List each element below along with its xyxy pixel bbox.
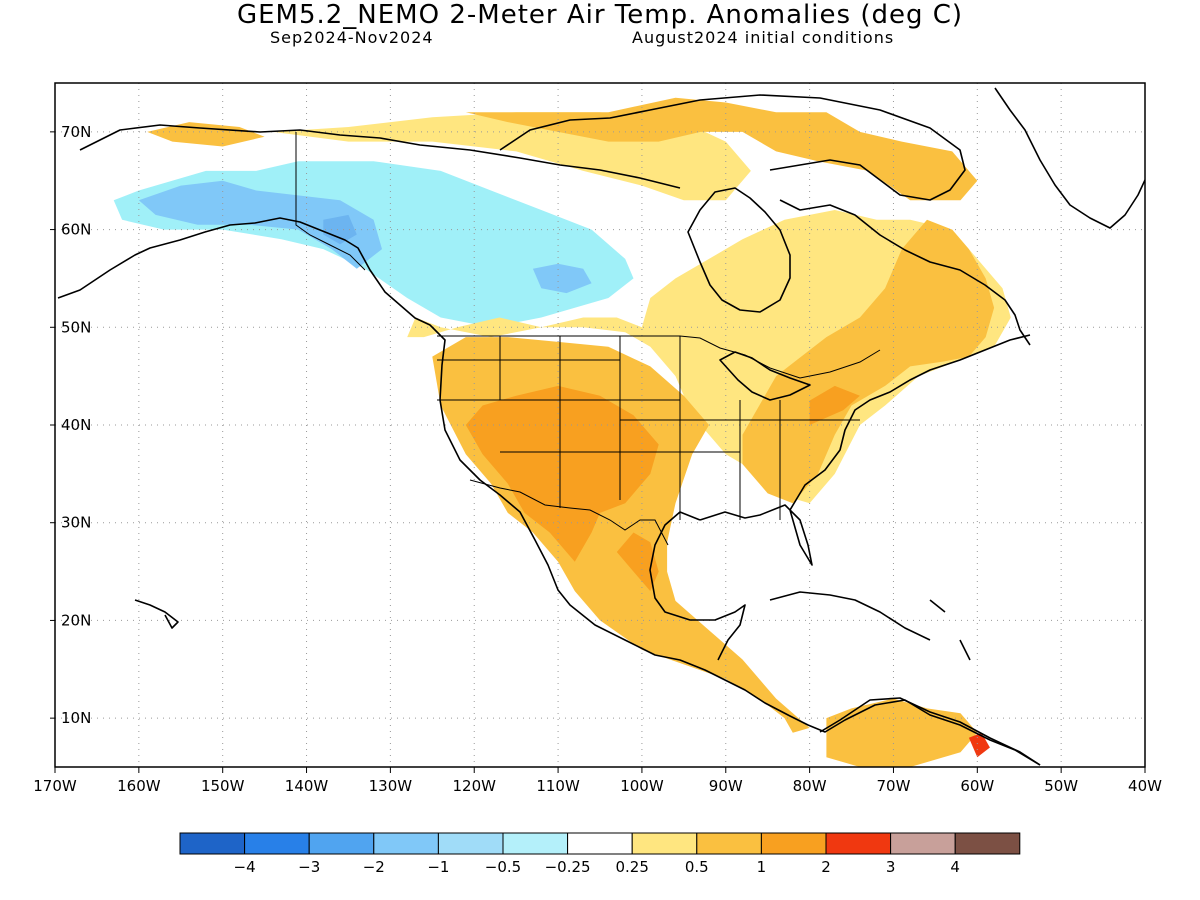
map-title: GEM5.2_NEMO 2-Meter Air Temp. Anomalies …	[236, 0, 964, 30]
us-state-lines	[437, 336, 860, 520]
coastlines-and-borders	[57, 87, 1145, 766]
anomaly-region-pos_0_25-4	[407, 210, 1011, 504]
colorbar-swatch-2	[308, 832, 375, 855]
anomaly-region-neg_1-1	[138, 180, 382, 269]
anomaly-region-neg_1-2	[532, 263, 592, 294]
lat-label-60N: 60N	[61, 221, 91, 239]
anomaly-shading	[113, 97, 1011, 767]
border-us-mexico	[469, 479, 669, 546]
colorbar-swatch-1	[244, 832, 310, 855]
coastline-arctic	[79, 124, 681, 189]
lon-label-100W: 100W	[620, 777, 664, 795]
anomaly-region-pos_0_5-8	[465, 97, 978, 201]
colorbar-swatch-8	[696, 832, 762, 855]
forecast-period: Sep2024-Nov2024	[270, 28, 434, 47]
lon-label-170W: 170W	[33, 777, 77, 795]
axis-ticks: 170W 160W 150W 140W 130W 120W 110W 100W 90W 80W 70…	[33, 123, 1162, 795]
anomaly-region-neg_2-3	[323, 214, 357, 245]
lon-label-40W: 40W	[1128, 777, 1162, 795]
colorbar-label-5: −0.25	[545, 858, 591, 876]
lon-label-130W: 130W	[369, 777, 413, 795]
colorbar-label-2: −2	[363, 858, 385, 876]
lon-label-160W: 160W	[117, 777, 161, 795]
colorbar-swatch-6	[567, 832, 633, 855]
coastline-greenland	[994, 87, 1145, 229]
lat-label-50N: 50N	[61, 318, 91, 336]
colorbar-label-7: 0.5	[685, 858, 709, 876]
anomaly-region-pos_2-13	[968, 732, 990, 758]
colorbar-label-1: −3	[298, 858, 320, 876]
colorbar-swatch-4	[437, 832, 504, 855]
lat-label-70N: 70N	[61, 123, 91, 141]
lon-label-110W: 110W	[536, 777, 580, 795]
coastline-gulf	[649, 511, 746, 661]
colorbar-swatch-5	[502, 832, 569, 855]
lat-label-30N: 30N	[61, 514, 91, 532]
colorbar-swatch-10	[825, 832, 892, 855]
lat-label-20N: 20N	[61, 611, 91, 629]
anomaly-region-pos_0_5-9	[147, 122, 265, 147]
colorbar-label-0: −4	[234, 858, 256, 876]
anomaly-region-pos_1-12	[616, 532, 659, 592]
colorbar-swatch-3	[373, 832, 439, 855]
lon-label-50W: 50W	[1044, 777, 1078, 795]
colorbar-swatch-12	[954, 832, 1021, 855]
colorbar-label-10: 3	[886, 858, 896, 876]
coastline-east	[699, 334, 1031, 566]
initial-conditions: August2024 initial conditions	[632, 28, 895, 47]
colorbar-swatch-7	[631, 832, 698, 855]
lon-label-70W: 70W	[877, 777, 911, 795]
lat-label-40N: 40N	[61, 416, 91, 434]
lat-label-10N: 10N	[61, 709, 91, 727]
colorbar-label-11: 4	[950, 858, 960, 876]
caribbean-islands	[769, 591, 971, 661]
lon-label-120W: 120W	[452, 777, 496, 795]
colorbar-label-9: 2	[821, 858, 831, 876]
anomaly-region-pos_0_5-7	[742, 219, 995, 504]
colorbar-swatch-0	[179, 832, 246, 855]
coastline-arctic-islands	[499, 94, 966, 201]
lon-label-80W: 80W	[793, 777, 827, 795]
lon-label-150W: 150W	[201, 777, 245, 795]
colorbar: −4 −3 −2 −1 −0.5 −0.25 0.25 0.5 1 2 3 4	[179, 832, 1021, 876]
lat-lon-grid	[55, 83, 1145, 767]
colorbar-swatch-11	[890, 832, 956, 855]
colorbar-label-6: 0.25	[615, 858, 648, 876]
lon-label-60W: 60W	[960, 777, 994, 795]
border-alaska-canada	[295, 132, 366, 271]
colorbar-label-4: −0.5	[485, 858, 521, 876]
lon-label-140W: 140W	[285, 777, 329, 795]
coastline-labrador	[779, 199, 1031, 346]
political-borders	[295, 132, 881, 546]
anomaly-region-pos_1-11	[465, 385, 659, 562]
lon-label-90W: 90W	[709, 777, 743, 795]
coastline-south-america	[819, 697, 1041, 766]
colorbar-swatch-9	[760, 832, 827, 855]
colorbar-label-3: −1	[427, 858, 449, 876]
hawaii	[134, 599, 179, 629]
coastline-hudson-bay	[687, 187, 791, 313]
anomaly-region-pos_1-14	[809, 385, 860, 425]
colorbar-label-8: 1	[757, 858, 767, 876]
